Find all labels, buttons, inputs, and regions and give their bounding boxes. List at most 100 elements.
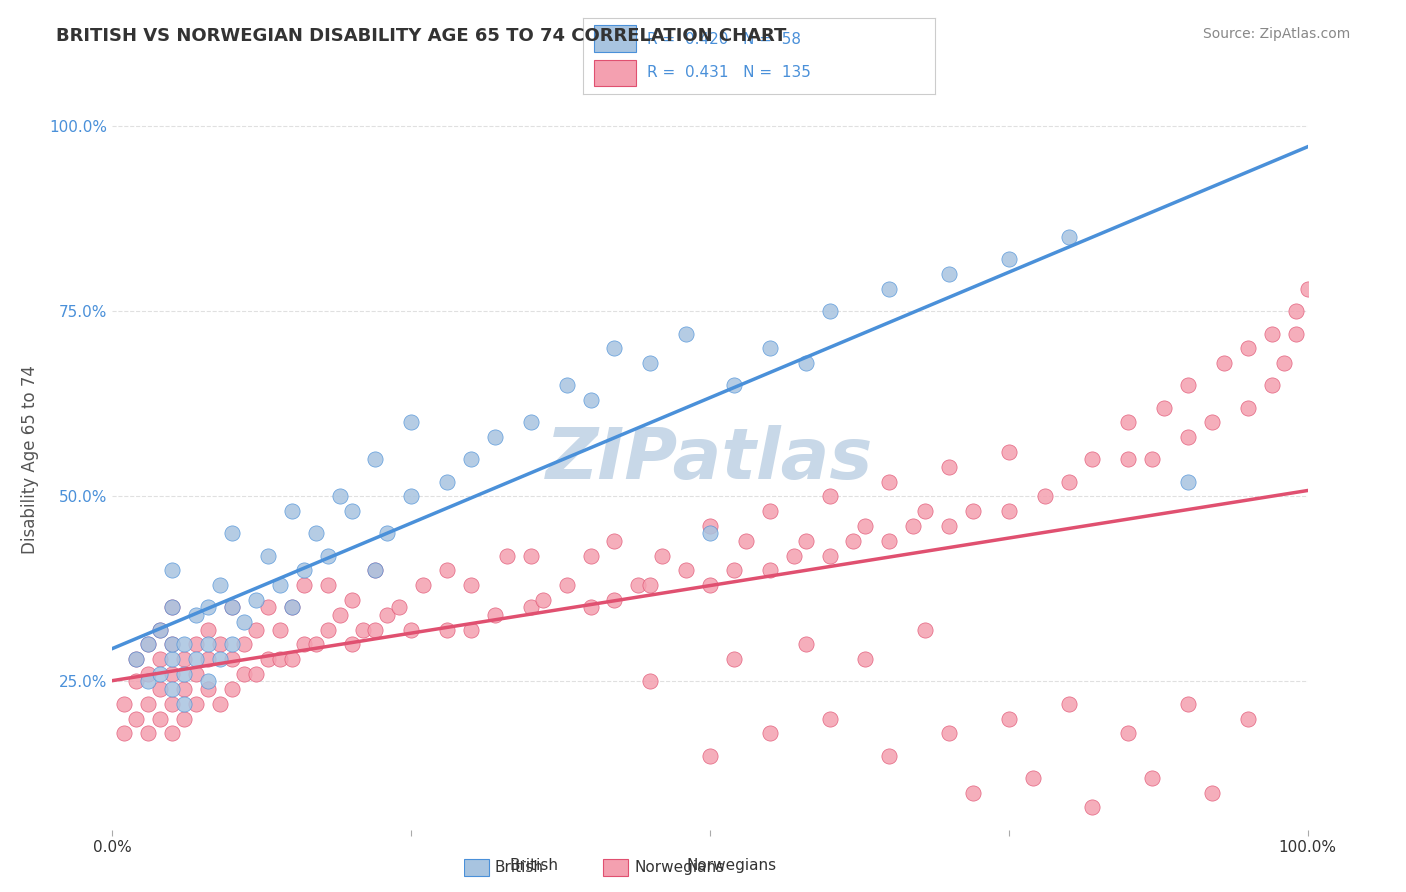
Point bbox=[162, 697, 183, 711]
Text: R =  0.431   N =  135: R = 0.431 N = 135 bbox=[647, 65, 811, 80]
Point bbox=[316, 578, 339, 592]
Point bbox=[316, 623, 339, 637]
Point bbox=[579, 600, 602, 615]
Point bbox=[1177, 475, 1199, 489]
Point bbox=[962, 786, 984, 800]
Point bbox=[640, 356, 662, 370]
Point bbox=[436, 475, 458, 489]
Point bbox=[1057, 697, 1080, 711]
Point bbox=[364, 564, 387, 578]
Text: British: British bbox=[510, 858, 558, 872]
Point bbox=[1033, 489, 1056, 503]
Point bbox=[233, 637, 256, 651]
Point bbox=[603, 533, 626, 548]
Point bbox=[484, 607, 506, 622]
Point bbox=[484, 430, 506, 444]
Point bbox=[520, 415, 543, 429]
Point bbox=[520, 549, 543, 563]
Point bbox=[257, 652, 280, 666]
Point bbox=[209, 697, 232, 711]
Point bbox=[1237, 712, 1260, 726]
Point bbox=[1118, 415, 1140, 429]
Point bbox=[401, 415, 423, 429]
Point bbox=[281, 652, 304, 666]
Point bbox=[1081, 800, 1104, 814]
Point bbox=[879, 533, 901, 548]
Point bbox=[186, 697, 208, 711]
Point bbox=[699, 519, 721, 533]
Point bbox=[640, 578, 662, 592]
Point bbox=[162, 681, 183, 696]
Point bbox=[1261, 326, 1284, 341]
Point bbox=[377, 607, 399, 622]
Point bbox=[460, 623, 482, 637]
Point bbox=[269, 623, 291, 637]
Point bbox=[186, 667, 208, 681]
Point bbox=[855, 652, 877, 666]
Point bbox=[699, 748, 721, 763]
Bar bbox=[593, 60, 636, 87]
Point bbox=[855, 519, 877, 533]
Point bbox=[186, 637, 208, 651]
Point bbox=[496, 549, 519, 563]
Point bbox=[723, 652, 745, 666]
Point bbox=[173, 681, 195, 696]
Point bbox=[340, 504, 363, 518]
Point bbox=[221, 637, 243, 651]
Point bbox=[162, 637, 183, 651]
Point bbox=[114, 697, 135, 711]
Point bbox=[138, 674, 160, 689]
Point bbox=[388, 600, 411, 615]
Point bbox=[460, 452, 482, 467]
Point bbox=[818, 304, 841, 318]
Point bbox=[651, 549, 673, 563]
Point bbox=[962, 504, 984, 518]
Point bbox=[1201, 786, 1223, 800]
Point bbox=[221, 526, 243, 541]
Point bbox=[782, 549, 804, 563]
Point bbox=[197, 600, 219, 615]
Point bbox=[1177, 378, 1199, 392]
Point bbox=[221, 652, 243, 666]
Point bbox=[579, 393, 602, 408]
Point bbox=[281, 600, 304, 615]
Point bbox=[723, 378, 745, 392]
Point bbox=[735, 533, 758, 548]
Point bbox=[1118, 452, 1140, 467]
Point bbox=[603, 342, 626, 356]
Bar bbox=[593, 26, 636, 52]
Point bbox=[1272, 356, 1295, 370]
Point bbox=[555, 378, 578, 392]
Point bbox=[162, 564, 183, 578]
Point bbox=[233, 615, 256, 630]
Point bbox=[281, 504, 304, 518]
Point bbox=[149, 712, 172, 726]
Point bbox=[364, 623, 387, 637]
Text: Norwegians: Norwegians bbox=[634, 860, 724, 875]
Point bbox=[233, 667, 256, 681]
Text: R =  0.420   N =  58: R = 0.420 N = 58 bbox=[647, 31, 801, 46]
Point bbox=[818, 549, 841, 563]
Point bbox=[723, 564, 745, 578]
Point bbox=[531, 593, 554, 607]
Point bbox=[221, 600, 243, 615]
Point bbox=[209, 637, 232, 651]
Point bbox=[305, 637, 328, 651]
Point bbox=[1177, 430, 1199, 444]
Point bbox=[640, 674, 662, 689]
Point bbox=[401, 489, 423, 503]
Point bbox=[1201, 415, 1223, 429]
Point bbox=[1285, 304, 1308, 318]
Point bbox=[818, 489, 841, 503]
Point bbox=[329, 607, 352, 622]
Bar bbox=[464, 858, 489, 876]
Point bbox=[149, 623, 172, 637]
Point bbox=[352, 623, 374, 637]
Point bbox=[245, 593, 267, 607]
Point bbox=[377, 526, 399, 541]
Point bbox=[436, 564, 458, 578]
Point bbox=[173, 652, 195, 666]
Point bbox=[173, 667, 195, 681]
Point bbox=[292, 637, 315, 651]
Point bbox=[1153, 401, 1175, 415]
